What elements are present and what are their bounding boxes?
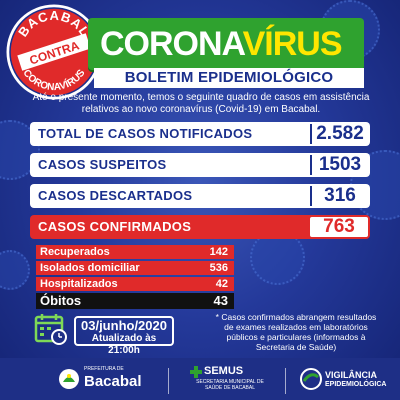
row-label: Isolados domiciliar [40,262,140,274]
page-title: CORONAVÍRUS [100,25,343,63]
semus-cross-icon [190,366,202,378]
semus-subtitle: SECRETARIA MUNICIPAL DE SAÚDE DE BACABAL [196,379,264,391]
logo-small-text: PREFEITURA DE [84,366,124,372]
row-label: Óbitos [40,293,82,308]
table-row-home-isolated: Isolados domiciliar 536 [36,261,234,275]
table-row-deaths: Óbitos 43 [36,293,234,309]
stat-value: 1503 [310,155,368,175]
title-banner: CORONAVÍRUS [88,18,364,70]
stat-confirmed: CASOS CONFIRMADOS 763 [30,215,370,239]
footer-divider [168,368,169,394]
semus-name: SEMUS [204,365,244,377]
stat-discarded: CASOS DESCARTADOS 316 [30,184,370,208]
bacabal-contra-coronavirus-seal: BACABAL CONTRA CORONAVÍRUS [6,4,102,100]
subtitle: BOLETIM EPIDEMIOLÓGICO [94,68,364,88]
confirmed-breakdown-table: Recuperados 142 Isolados domiciliar 536 … [36,245,234,311]
date-box: 03/junho/2020 Atualizado às 21:00h [74,316,174,356]
row-label: Hospitalizados [40,278,118,290]
footer-logos: PREFEITURA DE Bacabal SEMUS SECRETARIA M… [0,358,400,400]
stat-label: CASOS CONFIRMADOS [38,219,192,234]
row-value: 42 [215,278,228,290]
calendar-clock-icon [34,314,67,345]
footnote: * Casos confirmados abrangem resultados … [215,312,377,352]
row-value: 142 [209,246,228,258]
stat-label: CASOS DESCARTADOS [38,188,193,203]
stat-value: 316 [310,186,368,206]
virus-decoration [0,250,30,290]
stat-total-notified: TOTAL DE CASOS NOTIFICADOS 2.582 [30,122,370,146]
vigilancia-line1: VIGILÂNCIA [325,370,378,380]
intro-text: Até o presente momento, temos o seguinte… [32,92,370,115]
update-time: Atualizado às 21:00h [91,333,157,356]
row-label: Recuperados [40,246,110,258]
stat-value: 2.582 [310,124,368,144]
table-row-recovered: Recuperados 142 [36,245,234,259]
row-value: 43 [213,293,228,308]
stat-label: TOTAL DE CASOS NOTIFICADOS [38,126,253,141]
stat-label: CASOS SUSPEITOS [38,157,167,172]
bacabal-emblem-icon [59,369,79,389]
stat-value: 763 [310,217,368,237]
bulletin-date: 03/junho/2020 [81,318,167,333]
footer-divider [285,368,286,394]
logo-name: Bacabal [84,373,142,390]
vigilancia-swoosh-icon [300,368,322,390]
table-row-hospitalized: Hospitalizados 42 [36,277,234,291]
stat-suspected: CASOS SUSPEITOS 1503 [30,153,370,177]
row-value: 536 [209,262,228,274]
vigilancia-line2: EPIDEMIOLÓGICA [325,381,387,388]
